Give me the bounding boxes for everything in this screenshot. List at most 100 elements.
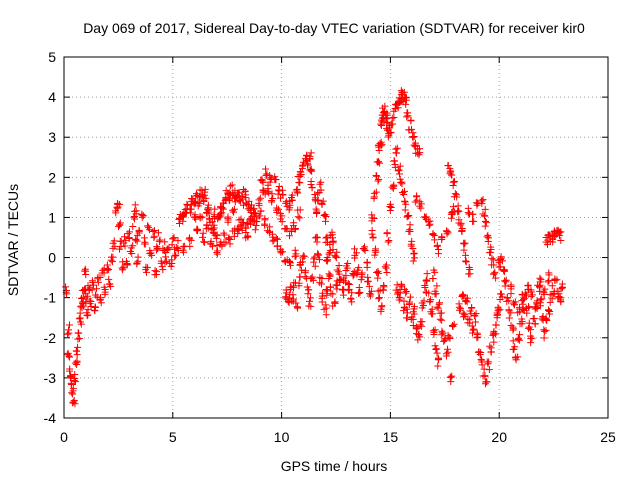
data-point	[82, 290, 90, 298]
data-point	[409, 129, 417, 137]
data-point	[515, 334, 523, 342]
data-point	[434, 362, 442, 370]
data-point	[369, 234, 377, 242]
data-point	[208, 242, 216, 250]
data-point	[213, 248, 221, 256]
data-point	[133, 259, 141, 267]
data-point	[406, 226, 414, 234]
data-point	[355, 284, 363, 292]
data-point	[105, 275, 113, 283]
data-point	[70, 377, 78, 385]
data-point	[151, 267, 159, 275]
data-point	[321, 210, 329, 218]
data-point	[316, 279, 324, 287]
data-point	[75, 334, 83, 342]
data-point	[501, 277, 509, 285]
data-point	[66, 367, 74, 375]
data-point	[383, 268, 391, 276]
data-point	[465, 264, 473, 272]
data-point	[323, 254, 331, 262]
data-point	[443, 228, 451, 236]
data-point	[300, 252, 308, 260]
x-tick-label: 0	[60, 429, 68, 445]
data-point	[74, 343, 82, 351]
data-point	[462, 257, 470, 265]
data-point	[272, 234, 280, 242]
data-point	[455, 207, 463, 215]
data-point	[403, 213, 411, 221]
data-point	[76, 309, 84, 317]
data-point	[459, 313, 467, 321]
data-point	[481, 380, 489, 388]
data-point	[392, 149, 400, 157]
y-tick-label: 1	[48, 209, 56, 225]
data-point	[112, 209, 120, 217]
data-point	[116, 221, 124, 229]
data-point	[234, 230, 242, 238]
plot-frame	[63, 56, 609, 419]
chart-title: Day 069 of 2017, Sidereal Day-to-day VTE…	[83, 20, 585, 36]
data-point	[318, 200, 326, 208]
data-point	[308, 184, 316, 192]
data-point	[486, 249, 494, 257]
data-point	[469, 326, 477, 334]
data-point	[370, 193, 378, 201]
data-point	[446, 333, 454, 341]
data-point	[557, 298, 565, 306]
data-point	[256, 194, 264, 202]
data-point	[101, 290, 109, 298]
data-point	[292, 299, 300, 307]
data-point	[90, 281, 98, 289]
data-point	[217, 209, 225, 217]
data-point	[402, 100, 410, 108]
data-point	[250, 205, 258, 213]
data-point	[421, 283, 429, 291]
data-point	[322, 311, 330, 319]
data-point	[311, 253, 319, 261]
data-point	[74, 335, 82, 343]
data-point	[158, 263, 166, 271]
data-point	[273, 204, 281, 212]
data-point	[361, 247, 369, 255]
data-point	[256, 212, 264, 220]
data-point	[68, 389, 76, 397]
data-point	[296, 214, 304, 222]
data-point	[438, 316, 446, 324]
data-point	[516, 320, 524, 328]
data-point	[243, 219, 251, 227]
data-point	[447, 214, 455, 222]
y-tick-label: 2	[48, 169, 56, 185]
data-point	[365, 282, 373, 290]
data-point	[131, 201, 139, 209]
data-point	[381, 263, 389, 271]
y-tick-label: -4	[44, 410, 57, 426]
data-point	[492, 321, 500, 329]
data-point	[477, 349, 485, 357]
data-point	[505, 314, 513, 322]
data-point	[473, 199, 481, 207]
data-point	[275, 182, 283, 190]
data-point	[349, 272, 357, 280]
data-point	[65, 352, 73, 360]
data-point	[125, 234, 133, 242]
data-point	[390, 157, 398, 165]
data-point	[464, 204, 472, 212]
data-point	[231, 198, 239, 206]
data-point	[430, 266, 438, 274]
data-point	[408, 125, 416, 133]
data-point	[433, 241, 441, 249]
data-point	[348, 298, 356, 306]
data-point	[385, 236, 393, 244]
data-point	[91, 303, 99, 311]
data-point	[345, 280, 353, 288]
data-point	[268, 198, 276, 206]
data-point	[292, 186, 300, 194]
data-point	[351, 245, 359, 253]
data-point	[409, 257, 417, 265]
data-point	[105, 266, 113, 274]
data-point	[355, 290, 363, 298]
data-point	[329, 246, 337, 254]
x-tick-label: 20	[491, 429, 507, 445]
y-tick-label: -2	[44, 330, 57, 346]
data-point	[286, 257, 294, 265]
